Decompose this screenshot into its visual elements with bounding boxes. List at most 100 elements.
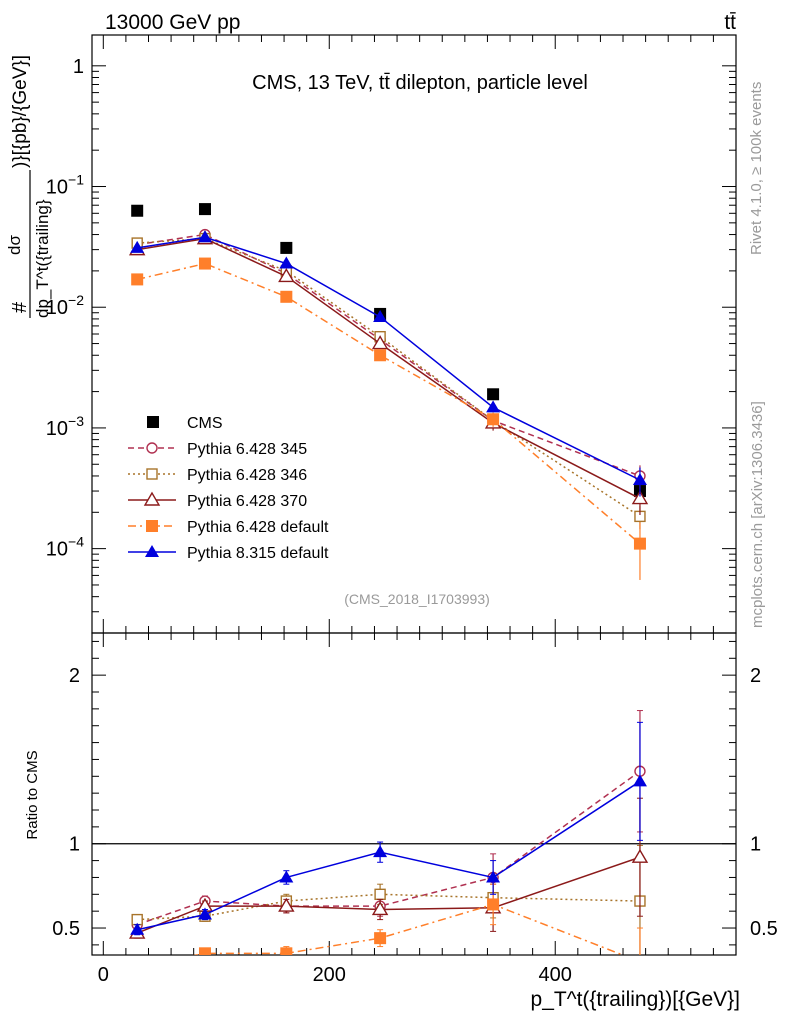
ratio-series-pythia-6-428-345 [131, 710, 646, 931]
ratio-series-pythia-8-315-default [130, 721, 647, 936]
data-point [487, 388, 500, 401]
process-label: tt̄ [724, 11, 736, 34]
data-point [131, 204, 144, 217]
data-point [486, 400, 501, 413]
ratio-y-tick-label-right: 0.5 [750, 918, 778, 940]
series-pythia-6-428-346 [131, 232, 646, 530]
legend-marker [145, 545, 159, 557]
ratio-series-line [136, 856, 641, 934]
series-line [137, 236, 641, 481]
data-point [279, 256, 294, 269]
data-point [280, 241, 293, 254]
ratio-y-axis-label: Ratio to CMS [24, 750, 41, 839]
ratio-axis-ticks: 0.5 0.5 1 1 2 2 0 200 400 [52, 633, 778, 986]
ylabel-prefix: # [9, 301, 31, 313]
main-title: CMS, 13 TeV, tt̄ dilepton, particle leve… [252, 72, 588, 94]
data-point [632, 473, 647, 486]
x-axis-label: p_T^t({trailing})[{GeV}] [531, 988, 740, 1011]
data-point [198, 203, 211, 216]
ylabel-numerator: dσ [5, 235, 24, 255]
data-point [371, 335, 389, 350]
legend-marker [143, 491, 161, 506]
ratio-y-tick-label-right: 1 [750, 834, 761, 856]
legend-label: Pythia 6.428 346 [187, 467, 307, 484]
main-y-axis-label: # dσ dp_T^t({trailing} )}[{pb}/{GeV}] [5, 55, 52, 318]
legend-label: CMS [187, 415, 223, 432]
ratio-panel-frame [91, 632, 737, 956]
ratio-point [130, 922, 145, 935]
ratio-point [632, 774, 647, 787]
ratio-series-line [136, 770, 641, 926]
ratio-point [373, 845, 388, 858]
ratio-series-line [137, 780, 641, 931]
y-tick-label: 10−4 [46, 534, 84, 561]
legend-marker [147, 416, 159, 428]
legend-label: Pythia 6.428 345 [187, 441, 307, 458]
ratio-point [374, 888, 386, 901]
ratio-point [280, 947, 293, 955]
data-point [280, 290, 293, 303]
ratio-point [197, 907, 212, 920]
data-point [130, 240, 145, 253]
data-point [197, 230, 212, 243]
analysis-watermark: (CMS_2018_I1703993) [344, 591, 490, 607]
legend: CMS Pythia 6.428 345 Pythia 6.428 346 Pythi… [128, 415, 329, 562]
series-line [137, 262, 641, 545]
rivet-version-label: Rivet 4.1.0, ≥ 100k events [748, 82, 765, 255]
data-point [373, 309, 388, 322]
y-tick-label: 10−1 [46, 172, 84, 199]
y-tick-label: 1 [73, 56, 84, 78]
source-label: mcplots.cern.ch [arXiv:1306.3436] [749, 401, 766, 628]
ratio-point [278, 897, 295, 912]
series-pythia-8-315-default [130, 230, 647, 497]
legend-item: Pythia 6.428 346 [128, 467, 307, 484]
legend-label: Pythia 6.428 default [187, 519, 329, 536]
ratio-series-group [128, 710, 649, 973]
ratio-point [487, 898, 500, 911]
data-point [198, 257, 211, 270]
series-pythia-6-428-default [131, 257, 646, 580]
data-point [278, 268, 295, 283]
ratio-point [486, 870, 501, 883]
data-point [374, 349, 387, 362]
data-point [487, 413, 500, 426]
ratio-point [374, 932, 387, 945]
legend-marker [146, 442, 158, 454]
ratio-y-tick-label: 0.5 [52, 918, 80, 940]
main-axis-ticks: 1 10−1 10−2 10−3 10−4 [46, 35, 736, 634]
ratio-point [634, 956, 646, 968]
y-tick-label: 10−3 [46, 413, 84, 440]
main-plot-area [128, 203, 649, 580]
ylabel-denominator: dp_T^t({trailing} [33, 199, 52, 318]
ratio-series-line [137, 893, 640, 921]
legend-label: Pythia 8.315 default [187, 545, 329, 562]
ratio-series-line [192, 903, 625, 955]
ratio-y-tick-label: 2 [69, 665, 80, 687]
legend-item: Pythia 6.428 default [128, 519, 329, 536]
legend-item: Pythia 6.428 345 [128, 441, 307, 458]
ratio-y-tick-label: 1 [69, 834, 80, 856]
legend-marker [146, 468, 158, 480]
legend-item: Pythia 6.428 370 [128, 491, 307, 510]
ratio-y-tick-label-right: 2 [750, 665, 761, 687]
ylabel-suffix: )}[{pb}/{GeV}] [10, 55, 31, 168]
ratio-point [279, 870, 294, 883]
ratio-point [198, 947, 211, 955]
legend-item: CMS [147, 415, 223, 432]
ratio-point [131, 961, 143, 973]
data-point [631, 490, 649, 505]
ratio-point [371, 901, 389, 916]
x-tick-label: 200 [313, 964, 346, 986]
series-line [137, 233, 641, 477]
x-tick-label: 0 [98, 964, 109, 986]
series-line [137, 237, 641, 500]
legend-label: Pythia 6.428 370 [187, 493, 307, 510]
data-point [131, 273, 144, 286]
y-tick-label: 10−2 [46, 292, 84, 319]
ratio-point [631, 848, 649, 863]
legend-item: Pythia 8.315 default [128, 545, 329, 562]
legend-marker [146, 520, 158, 532]
data-point [633, 537, 646, 550]
ratio-plot-area [128, 710, 649, 973]
